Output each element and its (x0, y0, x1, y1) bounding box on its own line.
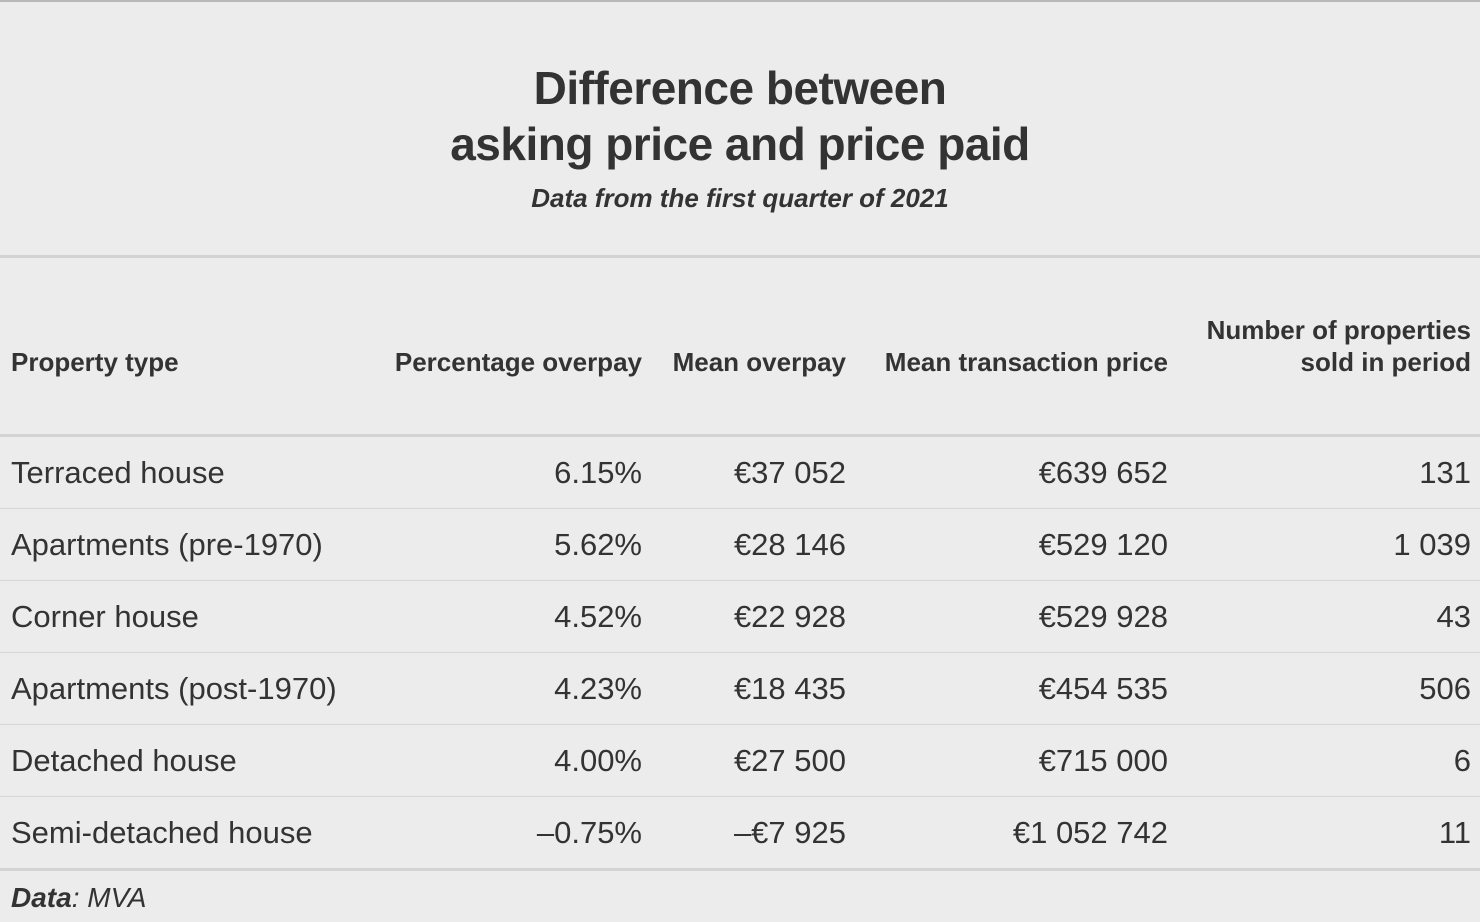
source-value: : MVA (71, 882, 147, 913)
cell-property-type: Terraced house (11, 455, 225, 490)
cell-percentage-overpay: 6.15% (554, 455, 642, 490)
cell-mean-overpay: €27 500 (733, 743, 846, 778)
column-header-number-sold-line-2: sold in period (1300, 347, 1471, 377)
chart-subtitle: Data from the first quarter of 2021 (531, 183, 949, 213)
header-bottom-divider (0, 434, 1480, 437)
table-row: Terraced house 6.15% €37 052 €639 652 13… (0, 437, 1480, 509)
cell-property-type: Apartments (pre-1970) (11, 527, 323, 562)
data-table: Property type Percentage overpay Mean ov… (0, 258, 1480, 850)
cell-property-type: Corner house (11, 599, 199, 634)
cell-percentage-overpay: 4.23% (554, 671, 642, 706)
table-row: Apartments (pre-1970) 5.62% €28 146 €529… (0, 509, 1480, 581)
table-body: Terraced house 6.15% €37 052 €639 652 13… (0, 437, 1480, 869)
cell-property-type: Apartments (post-1970) (11, 671, 337, 706)
chart-title-line-2: asking price and price paid (450, 118, 1030, 170)
cell-number-sold: 43 (1436, 599, 1471, 634)
cell-percentage-overpay: 5.62% (554, 527, 642, 562)
source-label: Data (11, 882, 72, 913)
column-header-percentage-overpay: Percentage overpay (394, 347, 642, 377)
cell-mean-transaction-price: €529 928 (1038, 599, 1168, 634)
cell-mean-transaction-price: €715 000 (1038, 743, 1168, 778)
table-row: Apartments (post-1970) 4.23% €18 435 €45… (0, 653, 1480, 725)
cell-percentage-overpay: 4.00% (554, 743, 642, 778)
cell-number-sold: 506 (1419, 671, 1471, 706)
column-header-mean-overpay: Mean overpay (672, 347, 846, 377)
cell-mean-overpay: €22 928 (733, 599, 846, 634)
column-header-property-type: Property type (11, 347, 179, 377)
cell-mean-transaction-price: €529 120 (1038, 527, 1168, 562)
cell-mean-overpay: €28 146 (733, 527, 846, 562)
column-header-number-sold-line-1: Number of properties (1206, 315, 1471, 345)
cell-number-sold: 131 (1419, 455, 1471, 490)
header-top-divider (0, 255, 1480, 258)
table-header: Property type Percentage overpay Mean ov… (0, 258, 1480, 434)
source-note: Data: MVA (11, 878, 146, 918)
chart-title: Difference between asking price and pric… (0, 60, 1480, 172)
table-bottom-divider (0, 868, 1480, 871)
cell-mean-transaction-price: €454 535 (1038, 671, 1168, 706)
cell-mean-overpay: €37 052 (733, 455, 846, 490)
cell-mean-transaction-price: €1 052 742 (1012, 815, 1168, 850)
column-header-mean-transaction-price: Mean transaction price (884, 347, 1168, 377)
top-border (0, 0, 1480, 2)
table-row: Detached house 4.00% €27 500 €715 000 6 (0, 725, 1480, 797)
cell-mean-overpay: –€7 925 (733, 815, 846, 850)
cell-number-sold: 6 (1453, 743, 1471, 778)
table-row: Corner house 4.52% €22 928 €529 928 43 (0, 581, 1480, 653)
cell-number-sold: 1 039 (1393, 527, 1471, 562)
chart-header: Difference between asking price and pric… (0, 60, 1480, 214)
cell-property-type: Semi-detached house (11, 815, 313, 850)
cell-property-type: Detached house (11, 743, 237, 778)
cell-mean-transaction-price: €639 652 (1038, 455, 1168, 490)
cell-mean-overpay: €18 435 (733, 671, 846, 706)
column-header-number-sold: Number of properties sold in period (1207, 314, 1471, 378)
chart-title-line-1: Difference between (533, 62, 947, 114)
table-row: Semi-detached house –0.75% –€7 925 €1 05… (0, 797, 1480, 869)
cell-percentage-overpay: 4.52% (554, 599, 642, 634)
cell-percentage-overpay: –0.75% (536, 815, 642, 850)
cell-number-sold: 11 (1438, 815, 1471, 850)
